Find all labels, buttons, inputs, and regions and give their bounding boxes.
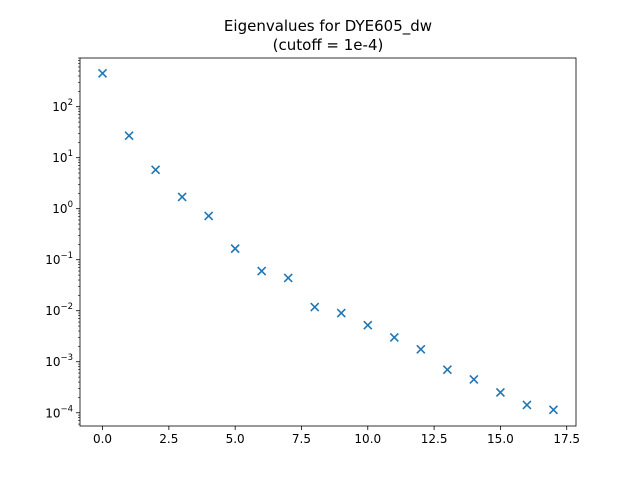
x-tick-label: 7.5 — [292, 432, 311, 446]
x-tick-label: 10.0 — [354, 432, 381, 446]
x-tick-label: 5.0 — [226, 432, 245, 446]
x-tick-label: 0.0 — [93, 432, 112, 446]
data-point — [389, 332, 399, 342]
data-point — [177, 192, 187, 202]
data-point — [522, 400, 532, 410]
data-point — [469, 374, 479, 384]
axes-frame — [79, 57, 577, 427]
y-tick-label: 10−2 — [45, 302, 73, 318]
data-point — [257, 266, 267, 276]
x-tick-label: 2.5 — [159, 432, 178, 446]
data-point — [97, 68, 108, 78]
data-point — [151, 165, 161, 175]
data-point — [416, 344, 426, 354]
data-point — [204, 211, 214, 221]
y-tick-label: 10−3 — [45, 353, 73, 369]
data-point — [363, 320, 373, 330]
data-point — [283, 273, 293, 283]
x-tick-label: 17.5 — [553, 432, 580, 446]
chart-title: Eigenvalues for DYE605_dw — [224, 17, 432, 36]
data-point — [336, 308, 346, 318]
y-tick-label: 102 — [52, 98, 73, 114]
plot-area: 0.0 2.5 5.0 7.5 10.0 12.5 15.0 17.5 10−4 10−3 10−2… — [45, 57, 580, 446]
y-tick-label: 10−4 — [45, 404, 73, 420]
data-point — [495, 387, 505, 398]
data-point — [124, 131, 134, 141]
y-tick-label: 10−1 — [45, 251, 73, 267]
data-point — [442, 365, 452, 375]
x-tick-label: 15.0 — [487, 432, 514, 446]
y-tick-label: 100 — [52, 200, 73, 216]
data-point — [548, 405, 559, 415]
y-tick-label: 101 — [52, 149, 73, 165]
x-tick-label: 12.5 — [421, 432, 448, 446]
data-point — [310, 302, 320, 312]
data-point — [230, 244, 240, 254]
chart-subtitle: (cutoff = 1e-4) — [273, 36, 384, 54]
